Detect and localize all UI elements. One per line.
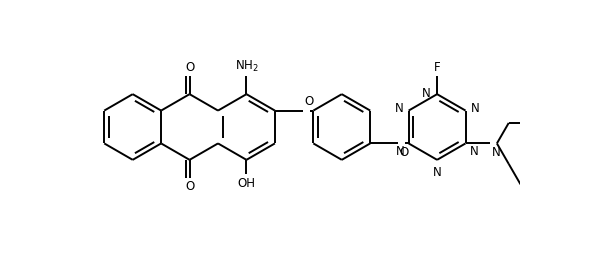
Text: N: N [492,146,501,159]
Text: N: N [471,102,480,115]
Text: N: N [433,166,441,179]
Text: OH: OH [237,177,255,190]
Text: NH$_2$: NH$_2$ [234,58,258,73]
Text: O: O [185,181,194,194]
Text: N: N [470,145,478,158]
Text: O: O [400,146,409,159]
Text: N: N [396,145,404,158]
Text: N: N [422,87,431,100]
Text: O: O [185,60,194,73]
Text: O: O [304,95,314,108]
Text: N: N [395,102,404,115]
Text: F: F [434,60,440,73]
